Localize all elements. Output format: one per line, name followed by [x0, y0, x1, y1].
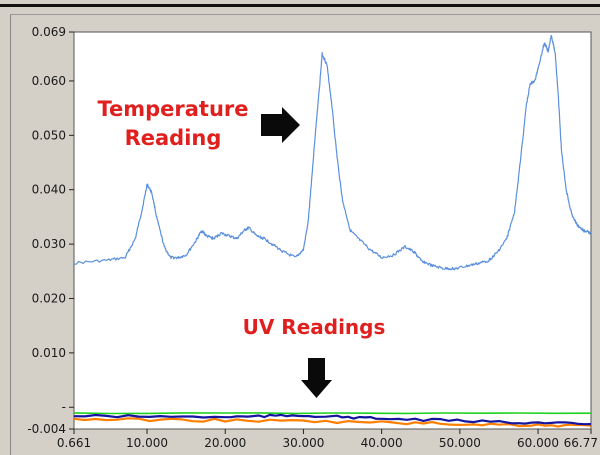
x-tick-label: 20.000 — [204, 436, 246, 450]
y-axis: 0.069 0.060 0.050 0.040 0.030 0.020 0.010 - -0.0… — [27, 25, 74, 436]
y-tick-label: 0.060 — [32, 74, 66, 88]
x-axis: 0.661 10.000 20.000 30.000 40.000 50.000 60.00… — [57, 429, 598, 450]
axes: 0.069 0.060 0.050 0.040 0.030 0.020 0.010 - -0.0… — [27, 25, 598, 450]
y-tick-label: 0.040 — [32, 183, 66, 197]
y-tick-label: 0.030 — [32, 237, 66, 251]
y-tick-label: -0.004 — [27, 422, 66, 436]
annotation-uv-readings: UV Readings — [243, 315, 386, 339]
x-tick-label: 50.000 — [439, 436, 481, 450]
y-tick-label: 0.010 — [32, 346, 66, 360]
temperature-series-line — [73, 34, 592, 271]
x-tick-label: 0.661 — [57, 436, 91, 450]
uv-series-green-line — [73, 412, 592, 415]
annotation-reading: Reading — [125, 126, 222, 150]
plot-area — [73, 31, 592, 430]
arrow-right-icon — [261, 107, 300, 143]
x-tick-label: 10.000 — [126, 436, 168, 450]
window-left-bar — [0, 14, 11, 455]
x-tick-label: 30.000 — [282, 436, 324, 450]
y-tick-label: 0.050 — [32, 128, 66, 142]
window-top-bar — [0, 0, 600, 15]
arrow-down-icon — [301, 358, 332, 398]
y-tick-label: 0.069 — [32, 25, 66, 39]
series-layer — [73, 34, 592, 428]
uv-series-orange-line — [73, 417, 592, 428]
y-tick-label: - — [62, 400, 66, 414]
x-tick-label: 66.77 — [564, 436, 598, 450]
x-tick-label: 60.000 — [517, 436, 559, 450]
annotations: Temperature Reading UV Readings — [97, 97, 385, 398]
x-tick-label: 40.000 — [361, 436, 403, 450]
y-tick-label: 0.020 — [32, 291, 66, 305]
uv-series-navy-line — [73, 413, 592, 426]
annotation-temperature: Temperature — [97, 97, 248, 121]
